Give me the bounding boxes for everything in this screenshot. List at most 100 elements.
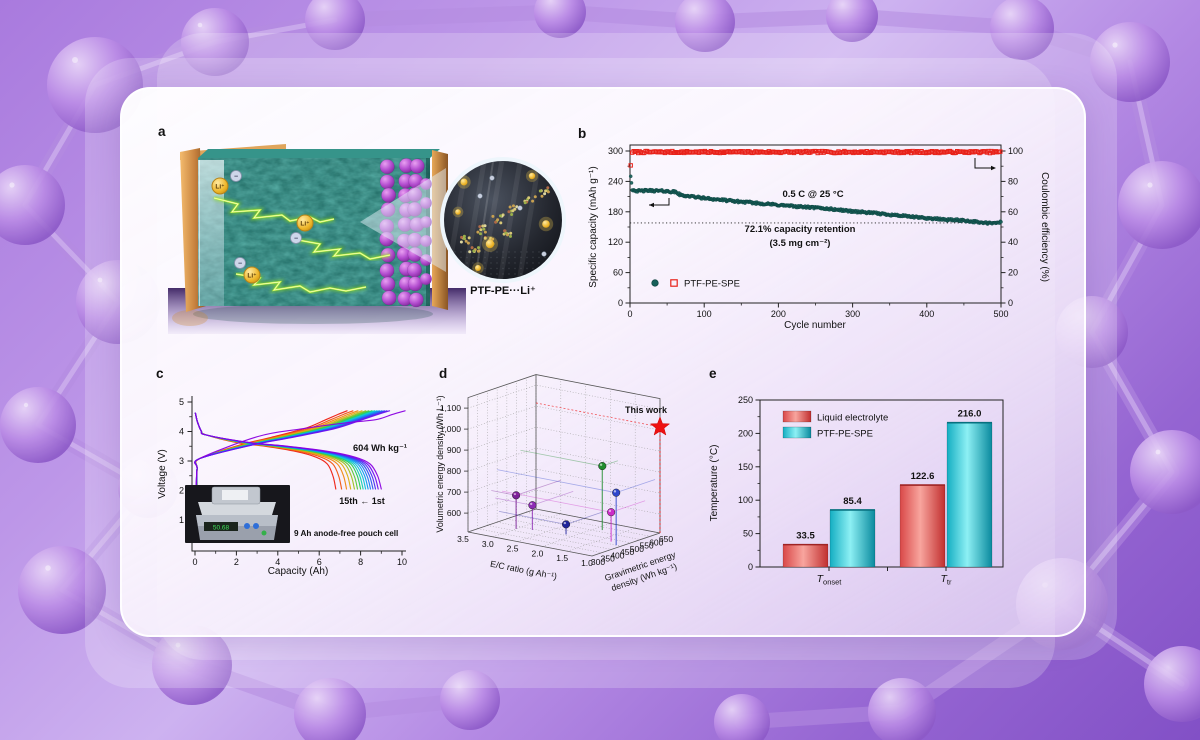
svg-text:Specific capacity (mAh g⁻¹): Specific capacity (mAh g⁻¹): [588, 166, 599, 287]
svg-text:E/C ratio (g Ah⁻¹): E/C ratio (g Ah⁻¹): [489, 559, 557, 582]
svg-text:550: 550: [639, 541, 653, 551]
svg-text:1.5: 1.5: [556, 553, 568, 563]
svg-text:1,000: 1,000: [440, 424, 462, 434]
svg-text:50.68: 50.68: [213, 525, 230, 532]
svg-text:250: 250: [738, 395, 753, 405]
svg-text:Li⁺: Li⁺: [215, 183, 224, 190]
thermal-bar-chart: 0 50 100 150 200 250 33.5 85.4 Tonset 122.6 216.0 T…: [709, 395, 1004, 587]
svg-text:PTF-PE-SPE: PTF-PE-SPE: [817, 429, 873, 440]
svg-text:60: 60: [1008, 207, 1018, 217]
svg-text:33.5: 33.5: [796, 531, 815, 542]
svg-text:350: 350: [601, 554, 615, 564]
panel-label-b: b: [578, 126, 587, 141]
svg-text:−: −: [238, 261, 242, 268]
svg-text:2: 2: [179, 486, 184, 496]
svg-text:100: 100: [697, 309, 712, 319]
svg-text:240: 240: [608, 176, 623, 186]
svg-text:2: 2: [234, 557, 239, 567]
panel-label-a: a: [158, 124, 166, 139]
bars: [782, 421, 993, 568]
svg-text:400: 400: [919, 309, 934, 319]
svg-text:500: 500: [630, 544, 644, 554]
svg-text:(3.5 mg cm⁻²): (3.5 mg cm⁻²): [770, 238, 831, 249]
svg-text:Voltage (V): Voltage (V): [157, 449, 168, 498]
svg-text:604 Wh kg⁻¹: 604 Wh kg⁻¹: [353, 443, 407, 453]
svg-text:800: 800: [447, 466, 461, 476]
svg-text:900: 900: [447, 445, 461, 455]
svg-text:Li⁺: Li⁺: [247, 272, 256, 279]
svg-text:0: 0: [627, 309, 632, 319]
svg-text:Capacity (Ah): Capacity (Ah): [268, 566, 329, 577]
svg-text:0: 0: [748, 562, 753, 572]
panel-label-c: c: [156, 366, 164, 381]
svg-text:700: 700: [447, 487, 461, 497]
svg-text:0: 0: [618, 298, 623, 308]
svg-text:216.0: 216.0: [958, 409, 982, 420]
svg-text:Volumetric energy density (Wh: Volumetric energy density (Wh L⁻¹): [435, 395, 445, 532]
svg-text:PTF-PE···Li⁺: PTF-PE···Li⁺: [470, 285, 536, 297]
energy-density-3d-chart: 600 700 800 900 1,000 1,100 3.5 3.0 2.5 2.0 1.5 1.0…: [435, 374, 678, 593]
panel-label-d: d: [439, 366, 448, 381]
svg-text:600: 600: [649, 537, 663, 547]
svg-text:0: 0: [192, 557, 197, 567]
svg-text:9 Ah anode-free pouch cell: 9 Ah anode-free pouch cell: [294, 529, 398, 538]
svg-text:2.5: 2.5: [507, 544, 519, 554]
legend: Liquid electrolyte PTF-PE-SPE: [782, 410, 888, 440]
lithium-ions: Li⁺Li⁺Li⁺−−−: [211, 170, 314, 284]
svg-text:80: 80: [1008, 176, 1018, 186]
cycling-chart: 0 100 200 300 400 500060120180240300020406080…: [588, 144, 1050, 331]
svg-text:3: 3: [179, 456, 184, 466]
svg-text:6: 6: [317, 557, 322, 567]
svg-text:0.5 C @ 25 °C: 0.5 C @ 25 °C: [782, 189, 843, 200]
svg-text:This work: This work: [625, 405, 668, 415]
svg-text:650: 650: [659, 534, 673, 544]
pouch-cell-photo-inset: 50.68: [185, 485, 290, 543]
svg-text:300: 300: [591, 557, 605, 567]
svg-text:1.0: 1.0: [581, 558, 593, 568]
svg-text:10: 10: [397, 557, 407, 567]
magnifier-wedge: [360, 168, 446, 272]
svg-text:300: 300: [608, 146, 623, 156]
capacity-series: [628, 174, 1003, 226]
svg-text:0: 0: [1008, 298, 1013, 308]
svg-text:40: 40: [1008, 237, 1018, 247]
svg-text:Temperature (°C): Temperature (°C): [709, 445, 720, 522]
molecular-inset-content: [444, 161, 558, 279]
svg-text:−: −: [234, 174, 238, 181]
svg-text:1,100: 1,100: [440, 403, 462, 413]
this-work-star: [649, 416, 671, 436]
svg-text:Ttr: Ttr: [940, 573, 952, 587]
svg-text:Liquid electrolyte: Liquid electrolyte: [817, 413, 888, 424]
svg-text:Tonset: Tonset: [817, 573, 843, 587]
svg-text:60: 60: [613, 268, 623, 278]
svg-text:4: 4: [275, 557, 280, 567]
svg-text:122.6: 122.6: [911, 471, 935, 482]
svg-text:Coulombic efficiency (%): Coulombic efficiency (%): [1039, 172, 1050, 282]
svg-text:300: 300: [845, 309, 860, 319]
svg-text:500: 500: [993, 309, 1008, 319]
svg-text:450: 450: [620, 547, 634, 557]
svg-text:3.5: 3.5: [457, 534, 469, 544]
svg-text:100: 100: [738, 495, 753, 505]
molecular-inset: [444, 161, 562, 279]
svg-text:50: 50: [743, 529, 753, 539]
svg-text:Li⁺: Li⁺: [300, 220, 309, 227]
svg-text:200: 200: [738, 428, 753, 438]
cycle-curves: [193, 410, 406, 537]
svg-text:5: 5: [179, 397, 184, 407]
svg-text:400: 400: [610, 550, 624, 560]
svg-text:200: 200: [771, 309, 786, 319]
data-points-3d: [491, 449, 656, 546]
panel-label-e: e: [709, 366, 717, 381]
svg-text:100: 100: [1008, 146, 1023, 156]
grid-3d: [467, 374, 661, 557]
molecule-bond-highlights: [22, 17, 1185, 687]
svg-text:120: 120: [608, 237, 623, 247]
svg-text:PTF-PE-SPE: PTF-PE-SPE: [684, 279, 740, 290]
svg-text:20: 20: [1008, 268, 1018, 278]
svg-text:180: 180: [608, 207, 623, 217]
svg-text:Cycle number: Cycle number: [784, 320, 846, 331]
svg-text:150: 150: [738, 462, 753, 472]
